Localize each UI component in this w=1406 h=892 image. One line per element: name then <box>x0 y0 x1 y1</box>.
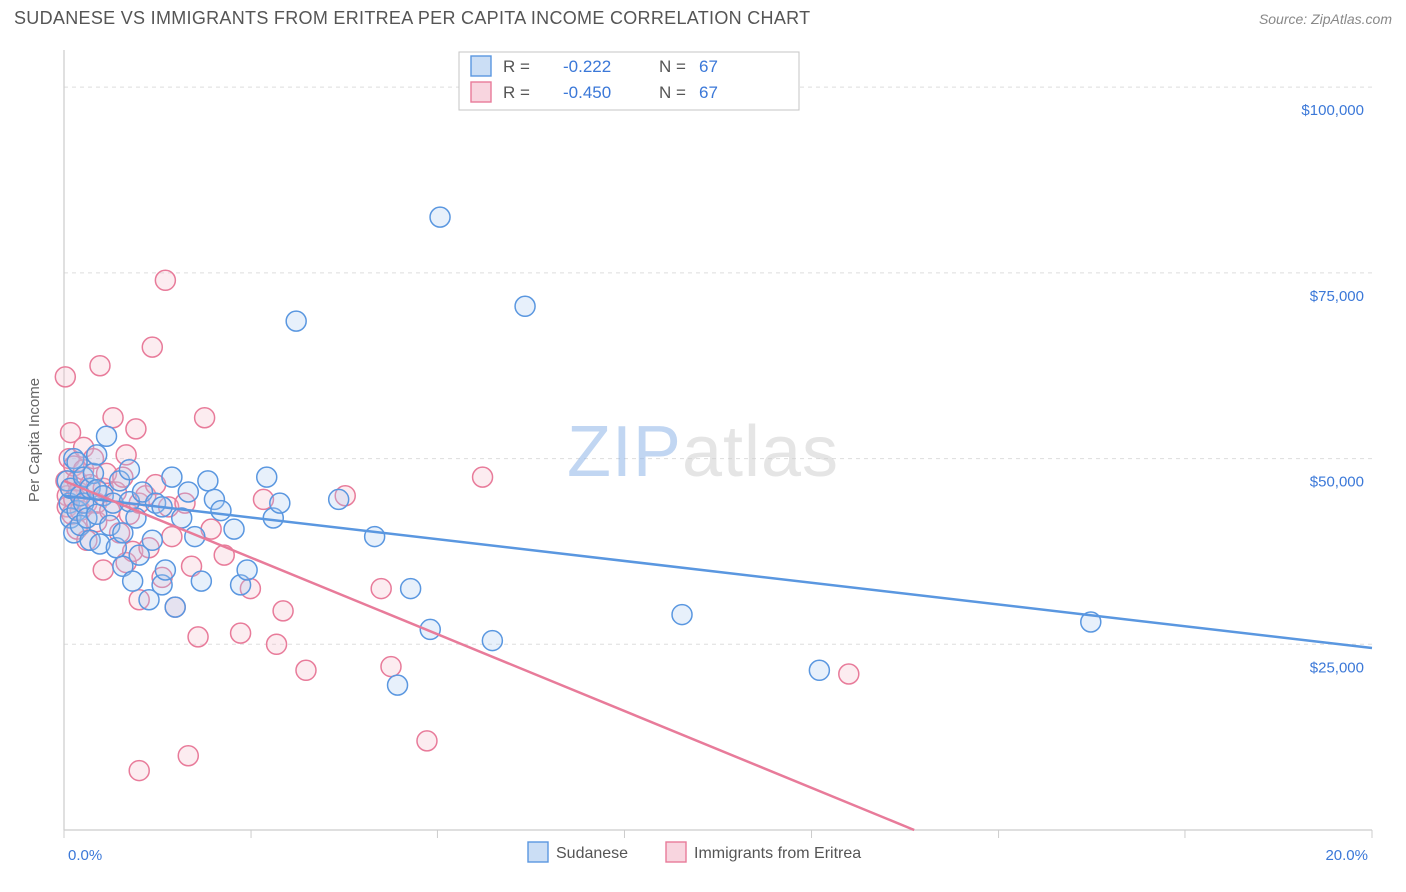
svg-text:$50,000: $50,000 <box>1310 474 1364 491</box>
svg-text:$75,000: $75,000 <box>1310 288 1364 305</box>
svg-text:-0.450: -0.450 <box>563 83 611 102</box>
svg-text:20.0%: 20.0% <box>1325 847 1368 864</box>
svg-text:N =: N = <box>659 57 686 76</box>
chart-title: SUDANESE VS IMMIGRANTS FROM ERITREA PER … <box>14 8 810 29</box>
source-label: Source: ZipAtlas.com <box>1259 11 1392 27</box>
svg-text:Per Capita Income: Per Capita Income <box>26 378 43 502</box>
scatter-chart: $25,000 $50,000 $75,000 $100,000 0.0% 20.0% Pe… <box>14 40 1392 872</box>
svg-text:R =: R = <box>503 83 530 102</box>
svg-text:R =: R = <box>503 57 530 76</box>
svg-text:67: 67 <box>699 83 718 102</box>
svg-text:67: 67 <box>699 57 718 76</box>
svg-text:-0.222: -0.222 <box>563 57 611 76</box>
svg-text:0.0%: 0.0% <box>68 847 102 864</box>
svg-text:Immigrants from Eritrea: Immigrants from Eritrea <box>694 845 861 862</box>
svg-text:$100,000: $100,000 <box>1301 102 1364 119</box>
svg-text:N =: N = <box>659 83 686 102</box>
chart-container: ZIPatlas $25,000$50,000$75,000$100,0000.… <box>14 40 1392 872</box>
svg-text:Sudanese: Sudanese <box>556 845 628 862</box>
svg-text:$25,000: $25,000 <box>1310 659 1364 676</box>
